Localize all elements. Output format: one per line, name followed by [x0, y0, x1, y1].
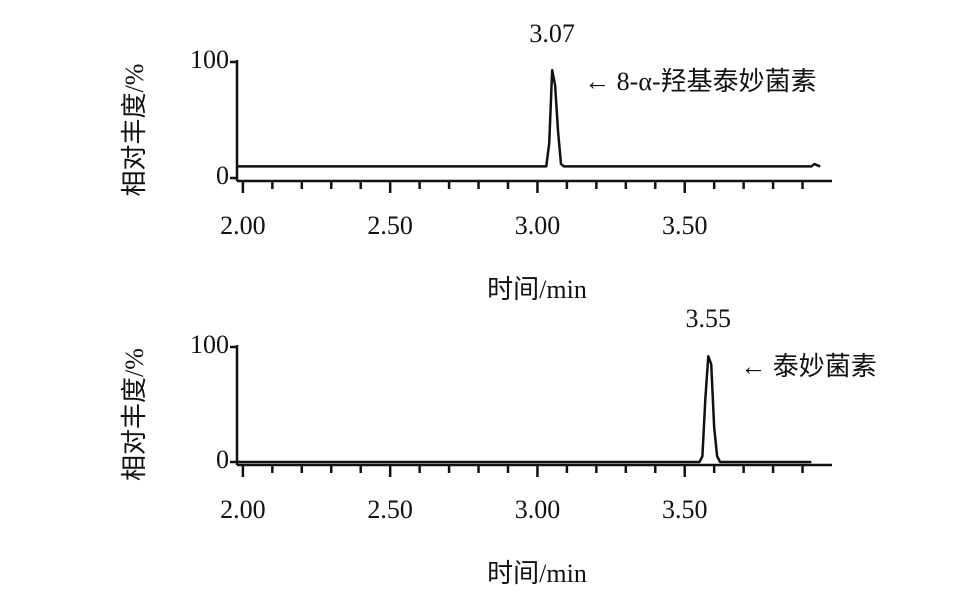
x-tick-label: 2.00: [220, 211, 266, 240]
x-tick-label: 3.00: [515, 495, 561, 524]
x-tick-label: 2.50: [367, 495, 413, 524]
compound-label: ← 泰妙菌素: [740, 352, 877, 381]
compound-label: ← 8-α-羟基泰妙菌素: [584, 67, 816, 96]
x-tick-label: 3.00: [515, 211, 561, 240]
x-axis-label: 时间/min: [487, 559, 587, 588]
y-tick-label: 100: [190, 45, 229, 74]
x-tick-label: 2.50: [367, 211, 413, 240]
series-line: [237, 354, 812, 464]
y-axis-label: 相对丰度/%: [120, 348, 149, 481]
x-axis-label: 时间/min: [487, 275, 587, 304]
y-tick-label: 0: [216, 445, 229, 474]
y-tick-label: 0: [216, 161, 229, 190]
series-line: [237, 68, 821, 168]
x-tick-label: 2.00: [220, 495, 266, 524]
peak-label: 3.07: [529, 19, 575, 48]
y-tick-label: 100: [190, 330, 229, 359]
x-tick-label: 3.50: [662, 211, 708, 240]
x-tick-label: 3.50: [662, 495, 708, 524]
y-axis-label: 相对丰度/%: [120, 64, 149, 197]
peak-label: 3.55: [686, 304, 732, 333]
